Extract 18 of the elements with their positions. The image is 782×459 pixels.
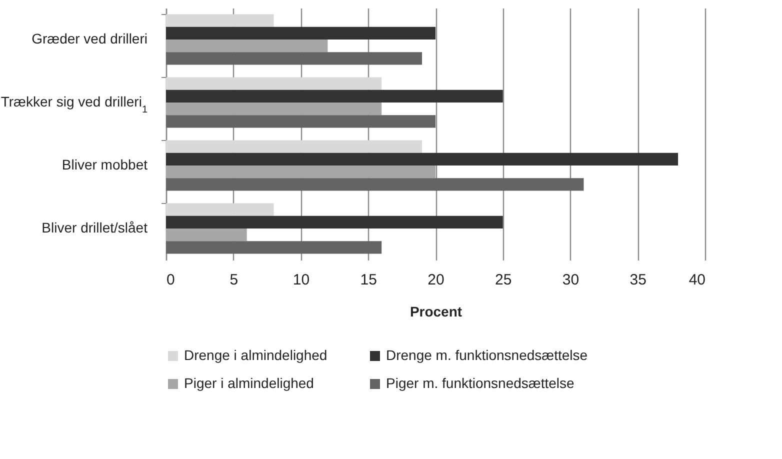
x-tick-label: 25: [495, 272, 512, 288]
x-tick-label: 40: [688, 272, 706, 288]
x-tick-label: 30: [562, 272, 580, 288]
x-axis-title: Procent: [410, 304, 462, 320]
legend-label: Drenge m. funktionsnedsættelse: [386, 347, 588, 363]
y-tick-label: Trækker sig ved drilleri$_{1}$: [0, 94, 148, 115]
x-tick-label: 5: [230, 272, 238, 288]
legend-label: Piger i almindelighed: [184, 375, 314, 391]
x-tick-label: 35: [630, 272, 646, 288]
y-tick-label: Bliver mobbet: [62, 156, 148, 172]
legend-label: Drenge i almindelighed: [184, 347, 328, 363]
x-tick-label: 15: [360, 272, 377, 288]
legend-label: Piger m. funktionsnedsættelse: [386, 375, 575, 391]
y-tick-label: Bliver drillet/slået: [42, 220, 148, 236]
x-tick-label: 0: [166, 272, 175, 288]
x-tick-label: 10: [292, 272, 310, 288]
y-tick-label: Græder ved drilleri: [32, 30, 148, 46]
x-tick-label: 20: [428, 272, 444, 288]
